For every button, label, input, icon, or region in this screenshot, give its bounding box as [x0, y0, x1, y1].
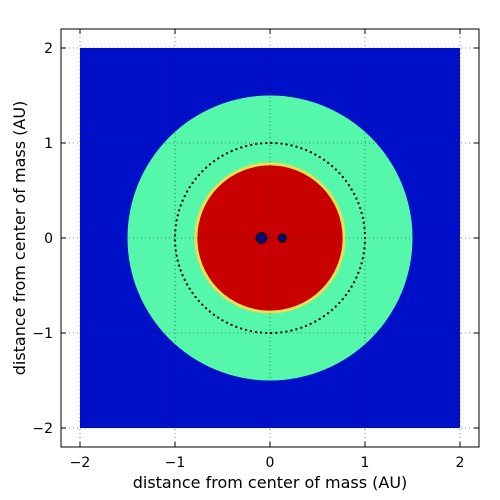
x-axis-ticks: −2 −1 0 1 2: [70, 29, 465, 471]
y-axis-ticks: −2 −1 0 1 2: [32, 41, 479, 437]
y-tick-label-1: −1: [32, 326, 53, 342]
y-tick-label-4: 2: [44, 41, 53, 57]
y-tick-label-0: −2: [32, 421, 53, 437]
x-tick-label-0: −2: [70, 455, 91, 471]
y-tick-label-3: 1: [44, 136, 53, 152]
x-tick-label-2: 0: [266, 455, 275, 471]
y-axis-title: distance from center of mass (AU): [10, 101, 29, 376]
chart-marks: [173, 141, 367, 335]
y-tick-label-2: 0: [44, 231, 53, 247]
plot-area: [80, 48, 460, 428]
x-tick-label-3: 1: [361, 455, 370, 471]
x-tick-label-1: −1: [165, 455, 186, 471]
x-tick-label-4: 2: [456, 455, 465, 471]
grid-lines: [61, 29, 479, 447]
star-0: [255, 232, 268, 244]
star-1: [277, 233, 287, 243]
x-axis-title: distance from center of mass (AU): [133, 473, 408, 492]
orbit-circle: [173, 141, 367, 335]
